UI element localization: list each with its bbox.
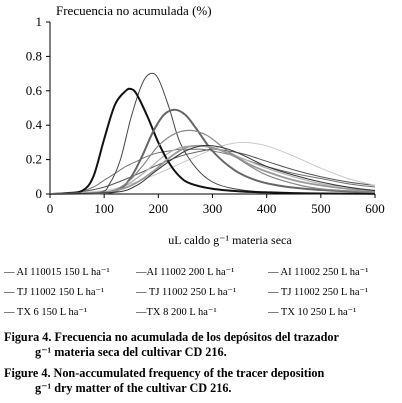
- y-tick-label: 0.4: [26, 117, 43, 132]
- legend-item-tx10-250: — TX 10 250 L ha⁻¹: [268, 307, 357, 318]
- x-tick-label: 300: [203, 201, 223, 216]
- x-tick-label: 500: [311, 201, 331, 216]
- legend-item-tj11002-250-a: — TJ 11002 250 L ha⁻¹: [136, 287, 237, 298]
- chart-ticks: 0 100 200 300 400 500 600 0 0.2 0.4 0.6 0.8 1: [26, 14, 385, 216]
- legend-item-tx8-200: —TX 8 200 L ha⁻¹: [136, 307, 217, 318]
- series-line: [49, 108, 376, 195]
- chart-title: Frecuencia no acumulada (%): [56, 3, 212, 18]
- series-line: [49, 87, 376, 195]
- caption-english: Figure 4. Non-accumulated frequency of t…: [4, 366, 400, 396]
- legend-item-ai11002-250: — AI 11002 250 L ha⁻¹: [268, 267, 369, 278]
- legend-item-tj11002-250-b: — TJ 11002 250 L ha⁻¹: [268, 287, 369, 298]
- x-tick-label: 100: [94, 201, 114, 216]
- legend-row: — TX 6 150 L ha⁻¹ —TX 8 200 L ha⁻¹ — TX …: [4, 302, 400, 322]
- caption-spanish-line2: g⁻¹ materia seca del cultivar CD 216.: [35, 345, 227, 359]
- series-line: [49, 129, 376, 195]
- caption-spanish: Figura 4. Frecuencia no acumulada de los…: [4, 330, 400, 360]
- legend-row: — TJ 11002 150 L ha⁻¹ — TJ 11002 250 L h…: [4, 282, 400, 302]
- legend-item-ai110015-150: — AI 110015 150 L ha⁻¹: [4, 267, 110, 278]
- series-line: [49, 144, 376, 195]
- legend: — AI 110015 150 L ha⁻¹ —AI 11002 200 L h…: [4, 262, 400, 322]
- y-tick-label: 0.6: [26, 83, 43, 98]
- series-line: [49, 72, 376, 195]
- y-tick-label: 0.2: [26, 152, 42, 167]
- legend-item-tx6-150: — TX 6 150 L ha⁻¹: [4, 307, 88, 318]
- legend-row: — AI 110015 150 L ha⁻¹ —AI 11002 200 L h…: [4, 262, 400, 282]
- x-tick-label: 600: [365, 201, 385, 216]
- legend-item-tj11002-150: — TJ 11002 150 L ha⁻¹: [4, 287, 105, 298]
- chart-curves: [49, 72, 376, 195]
- y-tick-label: 1: [36, 14, 43, 29]
- x-axis-label: uL caldo g⁻¹ materia seca: [168, 233, 292, 247]
- x-tick-label: 0: [47, 201, 54, 216]
- x-tick-label: 200: [149, 201, 169, 216]
- caption-english-line2: g⁻¹ dry matter of the cultivar CD 216.: [35, 381, 232, 395]
- chart: 0 100 200 300 400 500 600 0 0.2 0.4 0.6 0.8 1 Frecue…: [26, 3, 385, 247]
- legend-item-ai11002-200: —AI 11002 200 L ha⁻¹: [136, 267, 235, 278]
- caption-spanish-line1: Figura 4. Frecuencia no acumulada de los…: [4, 330, 339, 344]
- series-line: [49, 141, 376, 195]
- y-tick-label: 0.8: [26, 48, 42, 63]
- caption-english-line1: Figure 4. Non-accumulated frequency of t…: [4, 366, 325, 380]
- y-tick-label: 0: [36, 186, 43, 201]
- series-line: [49, 144, 376, 195]
- x-tick-label: 400: [257, 201, 277, 216]
- chart-axes: [49, 22, 375, 195]
- series-line: [49, 148, 376, 195]
